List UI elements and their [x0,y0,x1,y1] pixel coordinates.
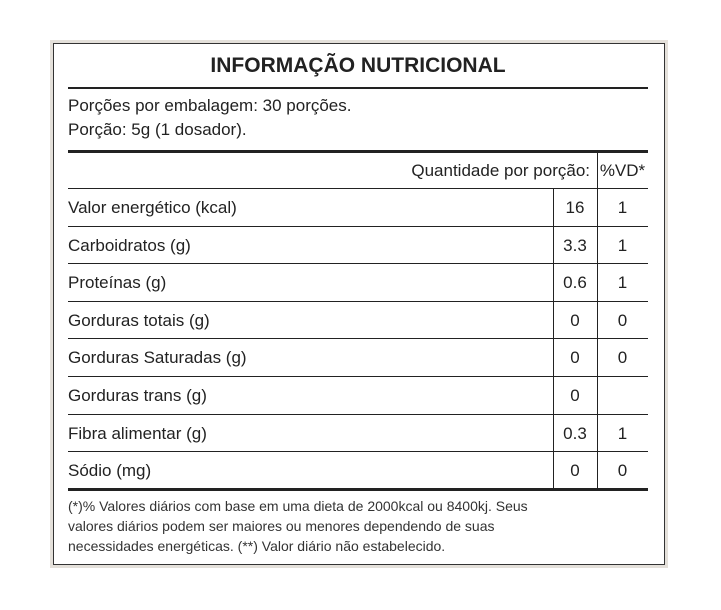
title: INFORMAÇÃO NUTRICIONAL [210,54,506,77]
quantity: 0 [570,461,580,481]
portion-text: Porção: 5g (1 dosador). [68,120,247,139]
quantity: 16 [565,198,585,217]
header-vd: %VD* [599,161,646,180]
nutrient-name: Gorduras Saturadas (g) [68,348,247,368]
label-border [53,43,665,565]
divider [68,87,648,89]
row-line [68,376,648,377]
quantity: 0 [570,310,580,330]
daily-value: 1 [617,273,628,293]
nutrient-name: Gorduras trans (g) [68,386,207,405]
footnote-text: necessidades energéticas. (**) Valor diá… [68,538,446,554]
divider [68,488,648,491]
column-line [597,188,598,489]
daily-value: 1 [617,235,628,255]
row-line [68,338,648,340]
daily-value: 1 [617,423,628,443]
footnote-text: valores diários podem ser maiores ou men… [68,518,495,534]
column-line [553,188,554,489]
daily-value: 1 [617,198,628,217]
quantity: 3.3 [563,235,587,255]
quantity: 0 [570,386,580,405]
header-quantity: Quantidade por porção: [411,161,590,180]
row-line [68,188,648,189]
label-frame [50,40,668,568]
nutrient-name: Proteínas (g) [68,273,167,293]
divider [68,150,648,153]
footnote-text: (*)% Valores diários com base em uma die… [68,498,528,514]
quantity: 0.3 [563,423,587,443]
row-line [68,413,648,415]
portion-text: Porções por embalagem: 30 porções. [68,96,352,115]
nutrient-name: Gorduras totais (g) [68,310,210,330]
row-line [68,263,648,265]
row-line [68,225,648,227]
daily-value: 0 [617,348,628,368]
nutrient-name: Sódio (mg) [68,461,152,481]
nutrient-name: Valor energético (kcal) [68,198,237,217]
daily-value: 0 [617,310,628,330]
nutrient-name: Fibra alimentar (g) [68,423,207,443]
daily-value: 0 [617,461,628,481]
column-line [597,153,598,188]
quantity: 0 [570,348,580,368]
nutrient-name: Carboidratos (g) [68,235,191,255]
quantity: 0.6 [563,273,587,293]
row-line [68,300,648,302]
row-line [68,451,648,453]
